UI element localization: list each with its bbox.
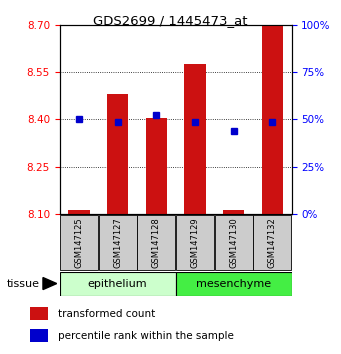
Text: mesenchyme: mesenchyme — [196, 279, 271, 289]
Text: GSM147132: GSM147132 — [268, 217, 277, 268]
Text: percentile rank within the sample: percentile rank within the sample — [58, 331, 234, 341]
Bar — [223, 210, 244, 214]
Bar — [107, 94, 128, 214]
Bar — [184, 64, 206, 214]
Bar — [60, 272, 176, 296]
Text: GSM147127: GSM147127 — [113, 217, 122, 268]
Bar — [146, 118, 167, 214]
Bar — [262, 25, 283, 214]
Bar — [176, 215, 214, 270]
Polygon shape — [43, 278, 57, 290]
Bar — [99, 215, 137, 270]
Bar — [214, 215, 253, 270]
Text: GSM147129: GSM147129 — [190, 217, 199, 268]
Bar — [253, 215, 291, 270]
Text: epithelium: epithelium — [88, 279, 147, 289]
Bar — [176, 272, 292, 296]
Text: GDS2699 / 1445473_at: GDS2699 / 1445473_at — [93, 14, 248, 27]
Bar — [68, 210, 90, 214]
Text: GSM147130: GSM147130 — [229, 217, 238, 268]
Text: transformed count: transformed count — [58, 309, 155, 319]
Text: GSM147125: GSM147125 — [74, 217, 84, 268]
Bar — [137, 215, 175, 270]
Bar — [30, 330, 48, 342]
Text: GSM147128: GSM147128 — [152, 217, 161, 268]
Bar — [60, 215, 98, 270]
Bar — [30, 307, 48, 320]
Text: tissue: tissue — [7, 279, 40, 289]
